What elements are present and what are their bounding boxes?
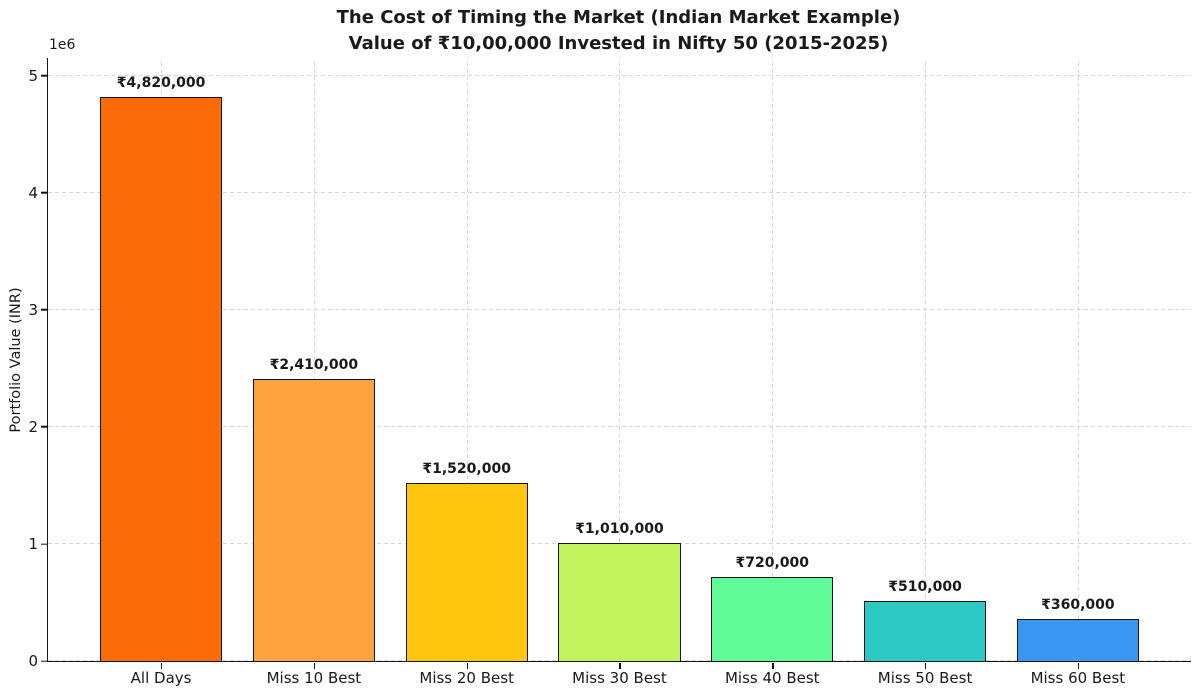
x-gridline [619,58,621,661]
x-tick-mark [1077,663,1080,669]
chart-title: The Cost of Timing the Market (Indian Ma… [336,7,901,28]
x-tick-label: All Days [130,669,192,687]
x-tick-mark [313,663,316,669]
y-tick-label: 0 [28,652,38,670]
x-tick-label: Miss 10 Best [266,669,362,687]
bar-value-label: ₹4,820,000 [116,74,206,91]
bar-value-label: ₹1,010,000 [575,520,664,537]
x-tick-mark [772,663,774,669]
x-gridline [772,58,774,661]
x-gridline [925,58,927,661]
y-tick-mark [41,191,47,194]
bar-slot: ₹1,520,000 Miss 20 Best [390,58,543,687]
bar-slot: ₹510,000 Miss 50 Best [849,58,1002,687]
bar-slot: ₹2,410,000 Miss 10 Best [237,58,390,687]
y-tick-label: 2 [28,417,38,436]
x-tick-mark [161,663,163,669]
x-tick-label: Miss 20 Best [419,669,514,687]
x-tick-mark [619,663,621,669]
bar [558,542,681,661]
bar-value-label: ₹720,000 [735,554,810,571]
plot-area: 0 1 2 3 4 5 ₹4,820,000 All Days ₹2,410,000 Miss … [28,58,1191,687]
bar [252,378,375,661]
y-tick-mark [41,74,47,77]
bar [1016,618,1139,661]
x-tick-label: Miss 60 Best [1030,669,1126,687]
y-tick-mark [41,660,47,662]
y-tick-label: 3 [28,300,38,319]
x-tick-label: Miss 50 Best [877,669,973,687]
bar-value-label: ₹1,520,000 [422,461,511,478]
y-tick-mark [41,309,47,311]
title-block: The Cost of Timing the Market (Indian Ma… [47,5,1190,57]
bar [863,601,987,661]
bar [711,576,834,661]
bar-slot: ₹1,010,000 Miss 30 Best [543,58,696,687]
y-axis-offset-label: 1e6 [49,37,76,53]
y-tick-label: 5 [28,66,38,85]
x-gridline [313,58,315,661]
y-tick-mark [41,543,47,545]
x-tick-label: Miss 30 Best [572,669,667,687]
x-gridline [1077,58,1079,661]
y-tick-label: 1 [28,534,38,553]
y-axis-label: Portfolio Value (INR) [8,287,24,433]
bar-slot: ₹720,000 Miss 40 Best [696,58,849,687]
bar-value-label: ₹2,410,000 [269,356,359,373]
chart-subtitle: Value of ₹10,00,000 Invested in Nifty 50… [348,33,889,54]
x-gridline [466,58,468,661]
bar-value-label: ₹510,000 [888,579,962,596]
y-tick-mark [41,426,47,428]
x-tick-mark [925,663,927,669]
x-tick-label: Miss 40 Best [724,669,820,687]
bar-slots: ₹4,820,000 All Days ₹2,410,000 Miss 10 Best… [85,58,1155,687]
bar-slot: ₹4,820,000 All Days [85,58,238,687]
bar [405,483,528,661]
bar-slot: ₹360,000 Miss 60 Best [1001,58,1154,687]
y-tick-label: 4 [28,183,38,202]
bar-value-label: ₹360,000 [1041,596,1115,613]
bar [99,96,223,661]
x-tick-mark [466,663,469,669]
